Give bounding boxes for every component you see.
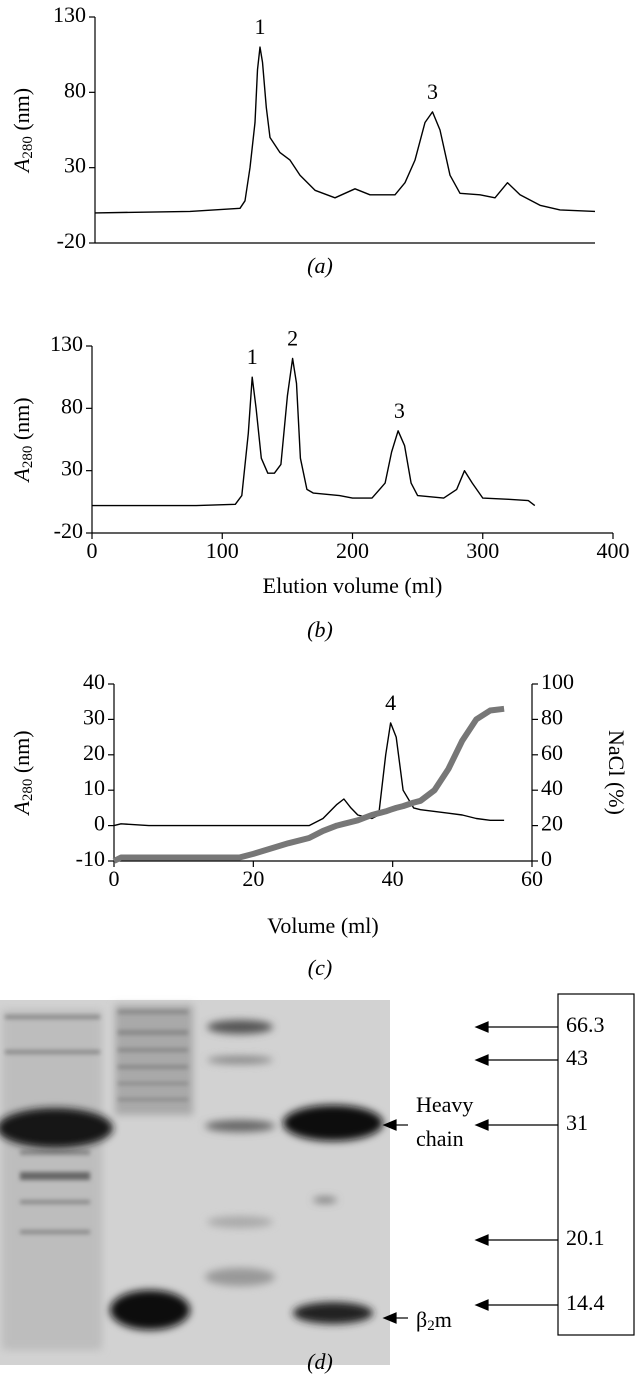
y-tick-label: 40 (83, 669, 105, 694)
x-tick-label: 400 (597, 538, 630, 563)
data-line (94, 46, 596, 214)
y-tick-label: 0 (94, 811, 105, 836)
data-line (92, 357, 536, 507)
caption: (a) (307, 253, 333, 278)
y-tick-label: 30 (61, 456, 83, 481)
gel-annotations (382, 993, 635, 1336)
x-axis-label: Elution volume (ml) (263, 573, 443, 598)
y-tick-label: -20 (54, 518, 83, 543)
y-tick-label: 30 (83, 704, 105, 729)
y-axis-label: A280 (nm) (9, 88, 36, 174)
y-tick-label: 130 (50, 331, 83, 356)
beta2m-label-part: β (416, 1307, 427, 1332)
y-tick-label: 80 (64, 77, 86, 102)
x-tick-label: 300 (466, 538, 499, 563)
y-axis-label-part: 280 (20, 446, 36, 469)
y-tick-label: 30 (64, 153, 86, 178)
caption: (b) (307, 617, 333, 642)
y2-axis-label: NaCl (%) (604, 730, 629, 815)
y-axis-label-part: A (9, 801, 34, 817)
y2-tick-label: 20 (541, 811, 563, 836)
beta2m-label: β2m (416, 1307, 452, 1334)
y-tick-label: -10 (76, 846, 105, 871)
peak-label: 3 (394, 398, 405, 423)
y-axis-label-part: (nm) (9, 88, 34, 136)
peak-label: 1 (255, 14, 266, 39)
y-tick-label: 10 (83, 775, 105, 800)
peak-label: 4 (385, 690, 396, 715)
y-tick-label: -20 (57, 228, 86, 253)
beta2m-label-part: m (435, 1307, 452, 1332)
x-tick-label: 0 (87, 538, 98, 563)
y-axis-label-part: A (9, 158, 34, 174)
marker-label: 14.4 (566, 1290, 605, 1315)
marker-label: 20.1 (566, 1225, 605, 1250)
y2-tick-label: 100 (541, 669, 574, 694)
marker-label: 66.3 (566, 1012, 605, 1037)
y-axis-label-part: 280 (20, 779, 36, 802)
x-tick-label: 0 (109, 866, 120, 891)
y-axis-label-part: (nm) (9, 730, 34, 778)
heavy-chain-label: chain (416, 1126, 464, 1151)
x-tick-label: 200 (336, 538, 369, 563)
caption: (c) (308, 955, 332, 980)
x-tick-label: 40 (382, 866, 404, 891)
x-tick-label: 60 (521, 866, 543, 891)
y-tick-label: 130 (53, 2, 86, 27)
peak-label: 3 (427, 79, 438, 104)
beta2m-label-part: 2 (427, 1318, 435, 1334)
gel-image (0, 1000, 390, 1365)
marker-label: 43 (566, 1045, 588, 1070)
y2-tick-label: 40 (541, 775, 563, 800)
y-axis-label-part: (nm) (9, 397, 34, 445)
x-tick-label: 100 (206, 538, 239, 563)
y2-tick-label: 80 (541, 704, 563, 729)
y2-tick-label: 60 (541, 740, 563, 765)
peak-label: 2 (287, 326, 298, 351)
x-axis-label: Volume (ml) (267, 913, 378, 938)
y-axis-label-part: 280 (20, 136, 36, 159)
data-line (112, 705, 505, 864)
peak-label: 1 (247, 344, 258, 369)
y-axis-label-part: A (9, 468, 34, 484)
y-axis-label: A280 (nm) (9, 397, 36, 483)
heavy-chain-label: Heavy (416, 1092, 473, 1117)
x-tick-label: 20 (242, 866, 264, 891)
marker-label: 31 (566, 1110, 588, 1135)
y2-tick-label: 0 (541, 846, 552, 871)
caption: (d) (307, 1349, 333, 1374)
y-tick-label: 80 (61, 393, 83, 418)
y-tick-label: 20 (83, 740, 105, 765)
y-axis-label: A280 (nm) (9, 730, 36, 816)
